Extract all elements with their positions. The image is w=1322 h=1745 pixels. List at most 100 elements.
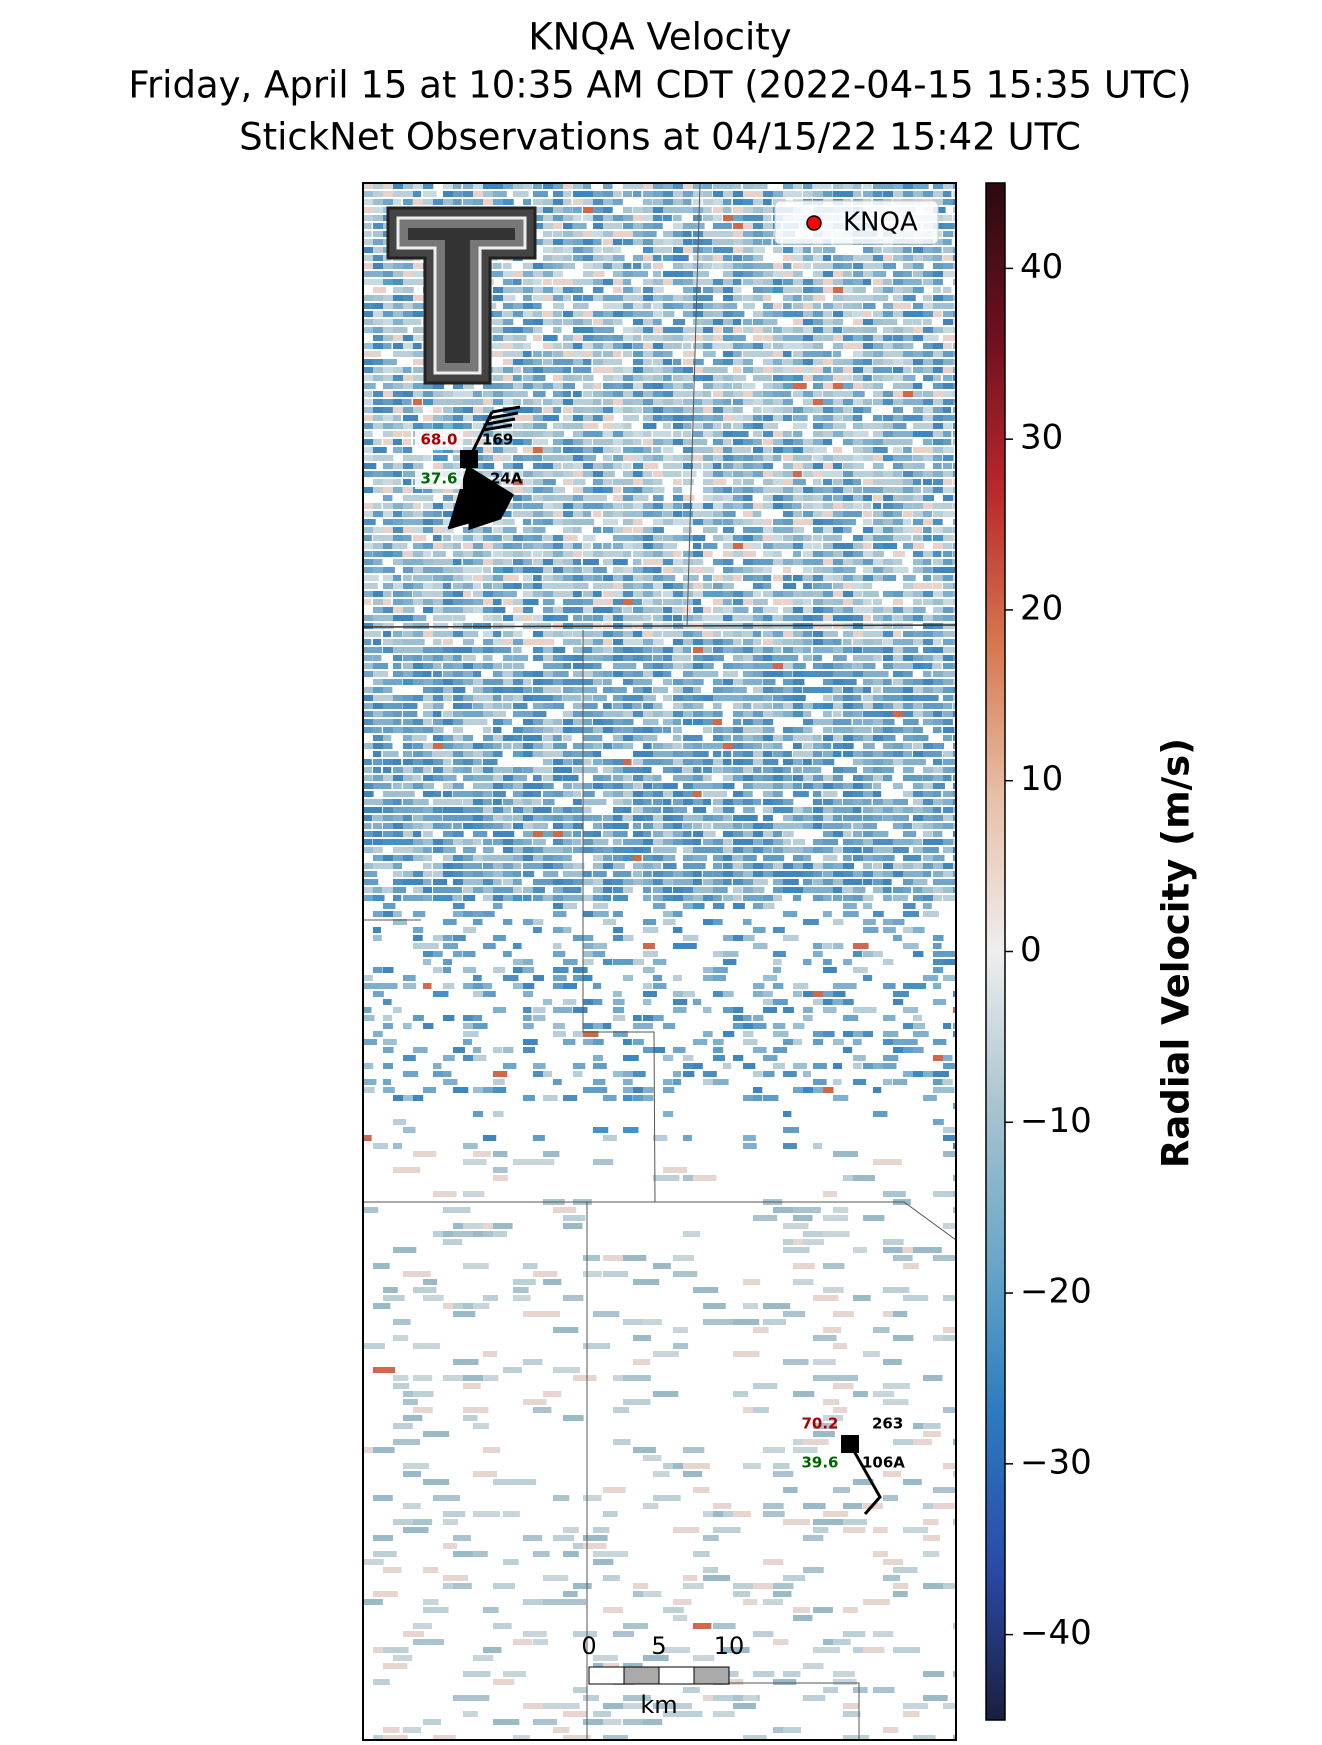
radar-pixel xyxy=(863,823,878,829)
radar-pixel xyxy=(763,327,772,333)
radar-pixel xyxy=(943,471,953,477)
radar-pixel xyxy=(823,911,832,917)
radar-pixel xyxy=(563,295,572,301)
radar-pixel xyxy=(373,271,384,277)
radar-pixel xyxy=(483,711,497,717)
radar-pixel xyxy=(593,695,607,701)
radar-pixel xyxy=(473,607,485,613)
radar-pixel xyxy=(483,663,496,669)
radar-pixel xyxy=(393,615,405,621)
radar-pixel xyxy=(623,807,632,813)
radar-pixel xyxy=(903,591,919,597)
radar-pixel xyxy=(473,719,488,725)
radar-pixel xyxy=(523,399,537,405)
radar-pixel xyxy=(903,631,918,637)
radar-pixel xyxy=(873,551,884,557)
radar-pixel xyxy=(373,679,388,685)
radar-pixel xyxy=(913,791,925,797)
radar-pixel xyxy=(893,487,908,493)
radar-pixel xyxy=(543,239,554,245)
radar-pixel xyxy=(623,391,638,397)
radar-pixel xyxy=(803,519,815,525)
radar-pixel xyxy=(603,759,618,765)
radar-pixel xyxy=(743,527,754,533)
radar-pixel xyxy=(893,191,907,197)
radar-pixel xyxy=(903,655,914,661)
radar-pixel xyxy=(773,247,783,253)
radar-pixel xyxy=(483,871,495,877)
radar-pixel xyxy=(833,447,843,453)
radar-pixel xyxy=(843,463,859,469)
radar-pixel xyxy=(623,639,637,645)
radar-pixel xyxy=(943,639,956,645)
radar-pixel xyxy=(743,567,758,573)
radar-pixel xyxy=(743,879,756,885)
radar-pixel xyxy=(883,279,892,285)
radar-pixel xyxy=(463,711,475,717)
radar-pixel xyxy=(513,583,522,589)
radar-pixel xyxy=(953,543,956,549)
radar-pixel xyxy=(673,359,682,365)
radar-pixel xyxy=(713,447,724,453)
radar-pixel xyxy=(783,655,799,661)
radar-pixel xyxy=(763,695,773,701)
radar-pixel xyxy=(863,799,872,805)
radar-pixel xyxy=(593,487,605,493)
radar-pixel xyxy=(873,855,885,861)
radar-pixel xyxy=(843,751,855,757)
radar-pixel xyxy=(733,311,745,317)
radar-pixel xyxy=(893,695,904,701)
radar-pixel xyxy=(383,199,399,205)
radar-pixel xyxy=(843,815,859,821)
radar-pixel xyxy=(763,751,773,757)
radar-pixel xyxy=(933,631,949,637)
radar-pixel xyxy=(573,495,584,501)
radar-pixel xyxy=(753,943,768,949)
radar-pixel xyxy=(493,319,504,325)
radar-pixel xyxy=(753,711,766,717)
radar-pixel xyxy=(413,831,422,837)
radar-pixel xyxy=(503,671,519,677)
radar-pixel xyxy=(663,391,678,397)
radar-pixel xyxy=(813,183,829,189)
radar-pixel xyxy=(553,975,567,981)
radar-pixel xyxy=(653,543,666,549)
radar-pixel xyxy=(753,607,768,613)
radar-pixel xyxy=(773,695,787,701)
radar-pixel xyxy=(843,383,854,389)
radar-pixel xyxy=(613,711,629,717)
radar-pixel xyxy=(663,871,679,877)
radar-pixel xyxy=(363,831,379,837)
radar-pixel xyxy=(773,783,787,789)
radar-pixel xyxy=(913,607,926,613)
radar-pixel xyxy=(763,519,772,525)
radar-pixel xyxy=(693,367,705,373)
radar-pixel xyxy=(633,503,647,509)
radar-pixel xyxy=(593,287,604,293)
radar-pixel xyxy=(543,871,559,877)
radar-pixel xyxy=(713,535,729,541)
radar-pixel xyxy=(493,935,506,941)
radar-pixel xyxy=(863,839,874,845)
radar-pixel xyxy=(663,303,677,309)
radar-pixel xyxy=(713,903,725,909)
radar-pixel xyxy=(383,903,396,909)
radar-pixel xyxy=(743,255,756,261)
radar-pixel xyxy=(773,495,785,501)
radar-pixel xyxy=(673,343,682,349)
radar-pixel xyxy=(443,711,453,717)
radar-pixel xyxy=(673,687,687,693)
radar-pixel xyxy=(793,295,802,301)
radar-pixel xyxy=(683,719,693,725)
radar-pixel xyxy=(563,239,574,245)
radar-pixel xyxy=(383,399,398,405)
radar-pixel xyxy=(753,455,767,461)
radar-pixel xyxy=(553,719,563,725)
radar-pixel xyxy=(423,551,432,557)
radar-pixel xyxy=(573,199,583,205)
radar-pixel xyxy=(683,415,697,421)
radar-pixel xyxy=(523,199,532,205)
radar-pixel xyxy=(583,951,594,957)
radar-pixel xyxy=(713,231,726,237)
radar-pixel xyxy=(433,519,446,525)
